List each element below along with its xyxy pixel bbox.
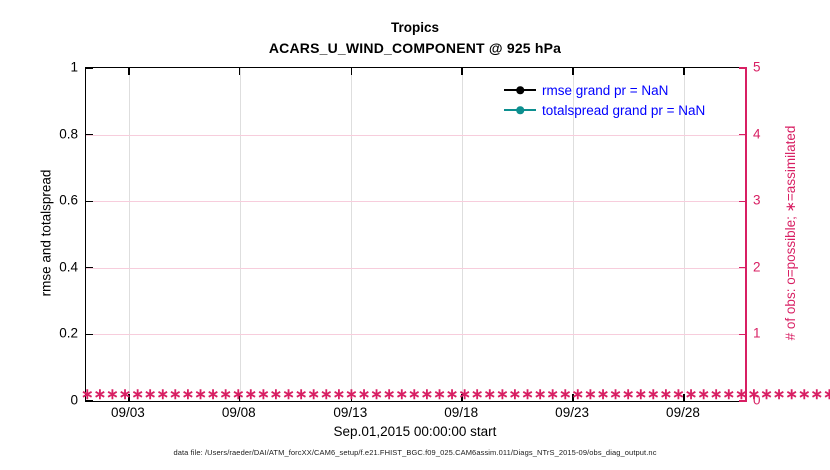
right-y-tick-mark (739, 333, 746, 336)
x-tick-mark (128, 394, 130, 401)
x-tick-label: 09/23 (555, 405, 589, 420)
left-y-tick-label: 0.6 (59, 192, 78, 208)
left-y-tick-label: 0 (70, 392, 78, 408)
plot-area: rmse grand pr = NaN totalspread grand pr … (81, 67, 830, 402)
title-block: Tropics ACARS_U_WIND_COMPONENT @ 925 hPa (85, 18, 745, 58)
horizontal-gridline (86, 201, 746, 203)
left-y-tick-mark (86, 400, 93, 402)
x-tick-mark (572, 394, 574, 401)
x-axis-label: Sep.01,2015 00:00:00 start (333, 424, 497, 439)
legend-entry: rmse grand pr = NaN (504, 80, 705, 100)
legend-line-sample (504, 86, 536, 94)
x-tick-mark (461, 394, 463, 401)
right-y-tick-label: 3 (753, 192, 761, 208)
vertical-gridline (683, 68, 685, 401)
obs-assimilated-marker-band: ∗ ∗ ∗ ∗ ∗ ∗ ∗ ∗ ∗ ∗ ∗ ∗ ∗ ∗ ∗ ∗ ∗ ∗ ∗ ∗ ∗ ∗ ∗ ∗ ∗ ∗ ∗ ∗ ∗ ∗ ∗ ∗ ∗ ∗ ∗ ∗ ∗ ∗ ∗ ∗… (81, 386, 830, 403)
vertical-gridline (573, 68, 575, 401)
data-file-path: data file: /Users/raeder/DAI/ATM_forcXX/… (173, 448, 657, 457)
x-tick-label: 09/08 (221, 405, 256, 420)
right-y-axis-label: # of obs: o=possible; ∗=assimilated (783, 125, 798, 341)
legend-marker-dot (516, 106, 524, 114)
legend-entry: totalspread grand pr = NaN (504, 100, 705, 120)
x-tick-label: 09/03 (110, 405, 145, 420)
right-y-tick-label: 2 (753, 259, 761, 275)
horizontal-gridline (86, 134, 746, 136)
legend-label: rmse grand pr = NaN (542, 82, 669, 98)
left-y-tick-label: 0.4 (59, 259, 78, 275)
left-y-tick-label: 0.2 (59, 325, 78, 341)
left-y-tick-mark (86, 267, 93, 269)
right-y-tick-label: 1 (753, 325, 761, 341)
left-y-tick-mark (86, 200, 93, 202)
right-y-tick-label: 4 (753, 126, 761, 142)
right-y-tick-mark (739, 133, 746, 136)
vertical-gridline (351, 68, 353, 401)
vertical-gridline (462, 68, 464, 401)
x-tick-mark (683, 394, 685, 401)
left-y-tick-label: 1 (70, 59, 78, 75)
right-y-tick-mark (739, 267, 746, 269)
x-tick-mark (128, 68, 130, 75)
left-y-axis-label: rmse and totalspread (38, 169, 54, 297)
legend-line-sample (504, 106, 536, 114)
left-y-tick-label: 0.8 (59, 126, 78, 142)
legend: rmse grand pr = NaN totalspread grand pr … (504, 80, 705, 120)
x-tick-mark (239, 394, 241, 401)
right-y-axis-line (745, 67, 747, 402)
x-tick-mark (461, 68, 463, 75)
x-tick-mark (239, 68, 241, 75)
legend-marker-dot (516, 86, 524, 94)
x-tick-label: 09/18 (444, 405, 479, 420)
plot-title: Tropics (390, 20, 439, 35)
right-y-tick-label: 0 (753, 392, 761, 408)
horizontal-gridline (86, 267, 746, 269)
horizontal-gridline (86, 334, 746, 336)
x-tick-mark (572, 68, 574, 75)
x-tick-label: 09/13 (333, 405, 368, 420)
vertical-gridline (128, 68, 130, 401)
vertical-gridline (239, 68, 241, 401)
right-y-tick-mark (739, 67, 746, 69)
legend-label: totalspread grand pr = NaN (542, 102, 706, 118)
plot-subtitle: ACARS_U_WIND_COMPONENT @ 925 hPa (268, 39, 562, 56)
right-y-tick-mark (739, 400, 746, 402)
left-y-tick-mark (86, 133, 93, 136)
right-y-tick-label: 5 (753, 59, 761, 75)
x-tick-mark (350, 68, 352, 75)
left-y-tick-mark (86, 67, 93, 69)
left-y-tick-mark (86, 333, 93, 336)
x-tick-label: 09/28 (666, 405, 700, 420)
x-tick-mark (683, 68, 685, 75)
right-y-tick-mark (739, 200, 746, 202)
x-tick-mark (350, 394, 352, 401)
